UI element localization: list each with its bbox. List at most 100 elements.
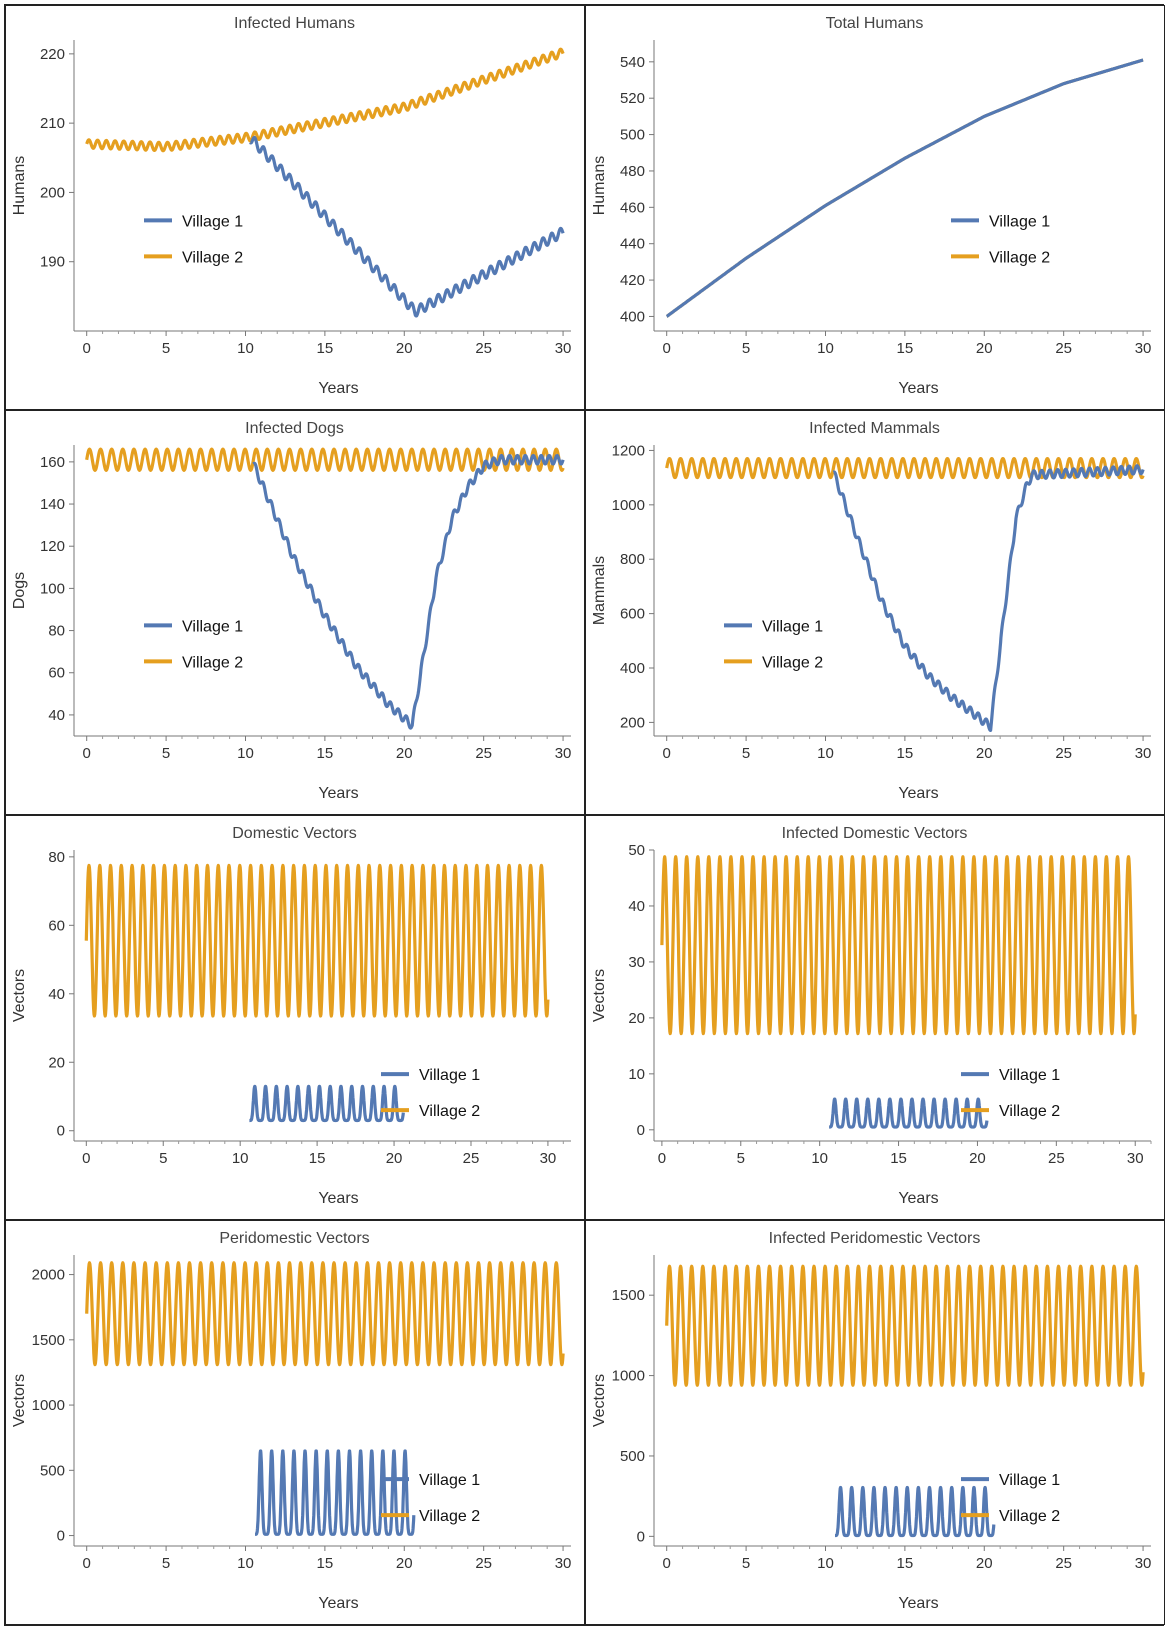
infected-domestic-vectors-legend-label-village-1: Village 1 xyxy=(999,1067,1060,1084)
infected-mammals-y-tick-label: 800 xyxy=(620,551,645,568)
infected-dogs-y-tick-label: 100 xyxy=(40,580,65,597)
infected-humans-series-village-2 xyxy=(85,47,565,153)
infected-domestic-vectors-legend-label-village-2: Village 2 xyxy=(999,1103,1060,1120)
peridomestic-vectors-y-tick-label: 0 xyxy=(57,1528,65,1545)
infected-mammals-legend-label-village-2: Village 2 xyxy=(762,654,823,671)
infected-humans-legend-label-village-2: Village 2 xyxy=(182,249,243,266)
domestic-vectors-x-tick-label: 15 xyxy=(309,1150,326,1167)
total-humans-y-label: Humans xyxy=(591,156,608,216)
figure-grid: Infected Humans 0 5 10 15 20 25 30 190 200 210 220 Y… xyxy=(4,4,1165,1626)
peridomestic-vectors-series-village-1 xyxy=(253,1449,416,1536)
infected-humans-x-label: Years xyxy=(318,380,358,397)
peridomestic-vectors-x-tick-label: 5 xyxy=(162,1555,170,1572)
infected-domestic-vectors-x-tick-label: 20 xyxy=(969,1150,986,1167)
total-humans-y-tick-label: 500 xyxy=(620,127,645,144)
infected-mammals-x-tick-label: 20 xyxy=(976,745,993,762)
peridomestic-vectors-y-tick-label: 500 xyxy=(40,1462,65,1479)
infected-mammals-x-tick-label: 15 xyxy=(897,745,914,762)
total-humans-x-tick-label: 15 xyxy=(897,340,914,357)
infected-domestic-vectors-y-tick-label: 10 xyxy=(628,1066,645,1083)
peridomestic-vectors-x-label: Years xyxy=(318,1595,358,1612)
chart-domestic-vectors: Domestic Vectors 0 5 10 15 20 25 30 0 20 40 60 80 Yea… xyxy=(11,825,571,1207)
infected-humans-x-tick-label: 30 xyxy=(555,340,572,357)
peridomestic-vectors-title: Peridomestic Vectors xyxy=(219,1230,369,1247)
chart-infected-domestic-vectors: Infected Domestic Vectors 0 5 10 15 20 25 30 0 10… xyxy=(591,825,1152,1207)
peridomestic-vectors-y-tick-label: 2000 xyxy=(32,1267,65,1284)
infected-humans-x-tick-label: 5 xyxy=(162,340,170,357)
infected-domestic-vectors-x-label: Years xyxy=(898,1190,938,1207)
infected-dogs-y-label: Dogs xyxy=(11,572,28,609)
infected-domestic-vectors-x-tick-label: 10 xyxy=(811,1150,828,1167)
chart-infected-dogs: Infected Dogs 0 5 10 15 20 25 30 40 60 80 100 120 140… xyxy=(11,420,572,802)
infected-peridomestic-vectors-x-tick-label: 5 xyxy=(742,1555,750,1572)
domestic-vectors-series-village-2 xyxy=(84,863,550,1018)
panel-total-humans: Total Humans 0 5 10 15 20 25 30 400 420 440 460 480 5… xyxy=(585,5,1165,410)
peridomestic-vectors-x-tick-label: 20 xyxy=(396,1555,413,1572)
infected-domestic-vectors-title: Infected Domestic Vectors xyxy=(782,825,968,842)
infected-humans-y-label: Humans xyxy=(11,156,28,216)
total-humans-x-tick-label: 10 xyxy=(817,340,834,357)
peridomestic-vectors-x-tick-label: 15 xyxy=(317,1555,334,1572)
domestic-vectors-y-label: Vectors xyxy=(11,969,28,1022)
infected-humans-x-tick-label: 20 xyxy=(396,340,413,357)
infected-humans-x-tick-label: 0 xyxy=(83,340,91,357)
peridomestic-vectors-legend-label-village-2: Village 2 xyxy=(419,1508,480,1525)
infected-peridomestic-vectors-title: Infected Peridomestic Vectors xyxy=(769,1230,981,1247)
infected-peridomestic-vectors-legend-label-village-2: Village 2 xyxy=(999,1508,1060,1525)
total-humans-legend-label-village-1: Village 1 xyxy=(989,213,1050,230)
infected-mammals-x-label: Years xyxy=(898,785,938,802)
infected-dogs-x-tick-label: 15 xyxy=(317,745,334,762)
peridomestic-vectors-x-tick-label: 0 xyxy=(83,1555,91,1572)
infected-dogs-x-tick-label: 25 xyxy=(475,745,492,762)
infected-dogs-x-label: Years xyxy=(318,785,358,802)
total-humans-y-tick-label: 400 xyxy=(620,308,645,325)
infected-peridomestic-vectors-x-tick-label: 15 xyxy=(897,1555,914,1572)
infected-dogs-y-tick-label: 40 xyxy=(48,707,65,724)
infected-mammals-x-tick-label: 0 xyxy=(663,745,671,762)
domestic-vectors-y-tick-label: 60 xyxy=(48,917,65,934)
domestic-vectors-y-tick-label: 20 xyxy=(48,1054,65,1071)
domestic-vectors-series-village-1 xyxy=(248,1084,405,1123)
infected-domestic-vectors-y-tick-label: 30 xyxy=(628,954,645,971)
infected-humans-y-tick-label: 210 xyxy=(40,115,65,132)
infected-dogs-x-tick-label: 20 xyxy=(396,745,413,762)
infected-peridomestic-vectors-x-label: Years xyxy=(898,1595,938,1612)
infected-mammals-y-tick-label: 200 xyxy=(620,714,645,731)
domestic-vectors-x-label: Years xyxy=(318,1190,358,1207)
infected-peridomestic-vectors-y-tick-label: 500 xyxy=(620,1448,645,1465)
infected-domestic-vectors-y-tick-label: 20 xyxy=(628,1010,645,1027)
infected-dogs-y-tick-label: 160 xyxy=(40,454,65,471)
peridomestic-vectors-y-tick-label: 1500 xyxy=(32,1332,65,1349)
total-humans-legend-label-village-2: Village 2 xyxy=(989,249,1050,266)
total-humans-x-tick-label: 5 xyxy=(742,340,750,357)
infected-peridomestic-vectors-x-tick-label: 30 xyxy=(1135,1555,1152,1572)
domestic-vectors-x-tick-label: 30 xyxy=(540,1150,557,1167)
domestic-vectors-y-tick-label: 80 xyxy=(48,849,65,866)
infected-peridomestic-vectors-series-village-1 xyxy=(833,1485,996,1538)
domestic-vectors-title: Domestic Vectors xyxy=(232,825,356,842)
infected-dogs-legend-label-village-1: Village 1 xyxy=(182,618,243,635)
domestic-vectors-y-tick-label: 0 xyxy=(57,1123,65,1140)
infected-domestic-vectors-y-tick-label: 50 xyxy=(628,842,645,859)
infected-dogs-x-tick-label: 30 xyxy=(555,745,572,762)
infected-peridomestic-vectors-x-tick-label: 20 xyxy=(976,1555,993,1572)
peridomestic-vectors-x-tick-label: 30 xyxy=(555,1555,572,1572)
peridomestic-vectors-y-label: Vectors xyxy=(11,1374,28,1427)
infected-humans-legend-label-village-1: Village 1 xyxy=(182,213,243,230)
infected-humans-x-tick-label: 25 xyxy=(475,340,492,357)
peridomestic-vectors-legend-label-village-1: Village 1 xyxy=(419,1472,480,1489)
infected-dogs-legend-label-village-2: Village 2 xyxy=(182,654,243,671)
infected-domestic-vectors-x-tick-label: 30 xyxy=(1127,1150,1144,1167)
infected-domestic-vectors-y-tick-label: 40 xyxy=(628,898,645,915)
total-humans-x-tick-label: 0 xyxy=(663,340,671,357)
infected-domestic-vectors-x-tick-label: 25 xyxy=(1048,1150,1065,1167)
peridomestic-vectors-y-tick-label: 1000 xyxy=(32,1397,65,1414)
infected-mammals-y-label: Mammals xyxy=(591,556,608,625)
infected-peridomestic-vectors-series-village-2 xyxy=(665,1264,1145,1387)
infected-domestic-vectors-x-tick-label: 15 xyxy=(890,1150,907,1167)
panel-domestic-vectors: Domestic Vectors 0 5 10 15 20 25 30 0 20 40 60 80 Yea… xyxy=(5,815,585,1220)
infected-dogs-y-tick-label: 80 xyxy=(48,623,65,640)
total-humans-series-village-1 xyxy=(665,58,1145,318)
infected-mammals-title: Infected Mammals xyxy=(809,420,940,437)
panel-infected-humans: Infected Humans 0 5 10 15 20 25 30 190 200 210 220 Y… xyxy=(5,5,585,410)
